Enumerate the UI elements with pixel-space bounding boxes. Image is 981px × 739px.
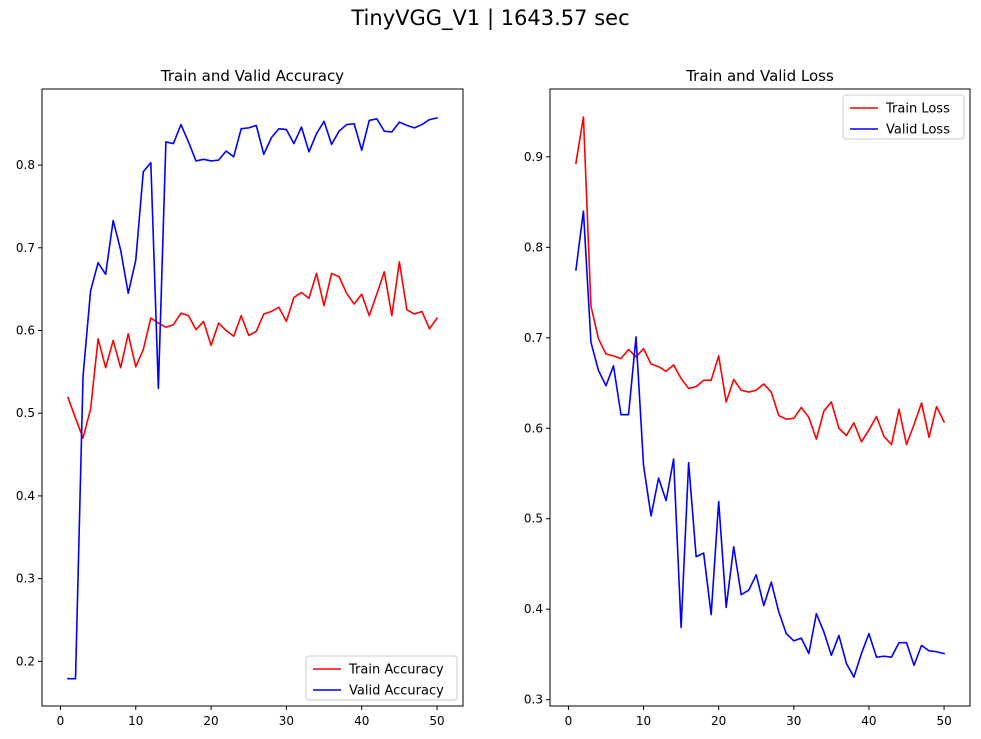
- y-tick-label: 0.5: [524, 512, 543, 526]
- series-line-train-accuracy: [66, 261, 439, 439]
- x-tick-label: 20: [711, 714, 726, 728]
- legend-label: Train Accuracy: [348, 663, 444, 678]
- chart-title: Train and Valid Accuracy: [160, 67, 344, 85]
- legend-label: Valid Loss: [886, 123, 950, 138]
- y-tick-label: 0.4: [16, 489, 35, 503]
- figure-title: TinyVGG_V1 | 1643.57 sec: [351, 6, 630, 30]
- legend: Train Loss Valid Loss: [842, 94, 965, 140]
- series-line-valid-accuracy: [67, 116, 438, 680]
- y-tick-label: 0.7: [524, 331, 543, 345]
- accuracy-chart: Train and Valid Accuracy 0 10 20 30 40 50 0.2 0.…: [16, 67, 464, 728]
- legend-box: [305, 655, 458, 701]
- y-tick-label: 0.8: [16, 158, 35, 172]
- chart-title: Train and Valid Loss: [685, 67, 834, 85]
- x-tick-label: 0: [565, 714, 573, 728]
- x-tick-label: 20: [203, 714, 218, 728]
- y-tick-label: 0.9: [524, 150, 543, 164]
- y-tick-label: 0.5: [16, 406, 35, 420]
- loss-chart: Train and Valid Loss 0 10 20 30 40 50 0.3 0.4 0.5…: [524, 67, 971, 728]
- x-tick-label: 10: [636, 714, 651, 728]
- x-tick-label: 0: [57, 714, 65, 728]
- y-tick-label: 0.3: [524, 693, 543, 707]
- y-tick-label: 0.3: [16, 572, 35, 586]
- x-tick-label: 30: [279, 714, 294, 728]
- legend-label: Valid Accuracy: [349, 684, 444, 699]
- x-tick-label: 10: [128, 714, 143, 728]
- y-tick-label: 0.4: [524, 602, 543, 616]
- y-tick-label: 0.7: [16, 241, 35, 255]
- y-tick-label: 0.2: [16, 654, 35, 668]
- series-line-valid-loss: [575, 210, 946, 678]
- y-tick-label: 0.6: [16, 324, 35, 338]
- x-tick-label: 30: [786, 714, 801, 728]
- legend: Train Accuracy Valid Accuracy: [305, 655, 458, 701]
- x-tick-label: 50: [936, 714, 951, 728]
- y-tick-label: 0.6: [524, 421, 543, 435]
- x-tick-label: 40: [354, 714, 369, 728]
- y-tick-label: 0.8: [524, 240, 543, 254]
- legend-label: Train Loss: [885, 102, 950, 117]
- axes-frame: [41, 88, 464, 707]
- x-tick-label: 50: [429, 714, 444, 728]
- x-tick-label: 40: [861, 714, 876, 728]
- axes-frame: [549, 88, 971, 707]
- legend-box: [842, 94, 965, 140]
